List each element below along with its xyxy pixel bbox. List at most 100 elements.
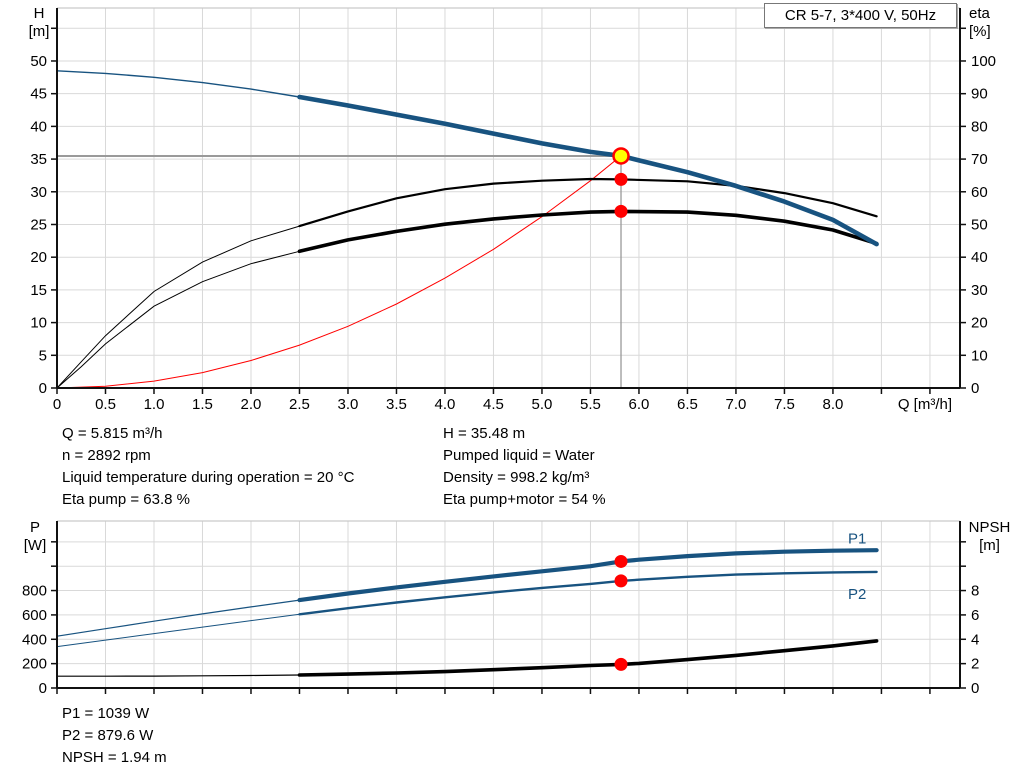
- x-tick-label: 4.0: [435, 396, 456, 413]
- y-right-tick-label: 2: [971, 656, 979, 673]
- y-left-tick-label: 25: [30, 216, 47, 233]
- npsh-axis-unit: [m]: [979, 537, 1000, 554]
- y-right-tick-label: 6: [971, 607, 979, 624]
- eta-pump-curve-thin: [56, 225, 300, 389]
- npsh-curve-thin: [57, 674, 300, 677]
- y-right-tick-label: 80: [971, 118, 988, 135]
- y-right-tick-label: 90: [971, 86, 988, 103]
- y-left-tick-label: 5: [39, 347, 47, 364]
- npsh-axis-name: NPSH: [968, 519, 1011, 536]
- x-tick-label: 6.0: [629, 396, 650, 413]
- x-tick-label: 8.0: [823, 396, 844, 413]
- x-tick-label: 7.0: [726, 396, 747, 413]
- x-tick-label: 2.5: [289, 396, 310, 413]
- eta-pump-curve: [298, 177, 878, 228]
- result-p1: P1 = 1039 W: [62, 705, 150, 722]
- x-tick-label: 5.0: [532, 396, 553, 413]
- result-h: H = 35.48 m: [443, 425, 526, 442]
- x-tick-label: 1.5: [192, 396, 213, 413]
- result-p2: P2 = 879.6 W: [62, 727, 154, 744]
- gridlines: [57, 521, 960, 688]
- result-density: Density = 998.2 kg/m³: [443, 469, 590, 486]
- y-left-tick-label: 0: [39, 680, 47, 697]
- y-left-tick-label: 600: [22, 607, 47, 624]
- y-left-tick-label: 45: [30, 86, 47, 103]
- result-npsh: NPSH = 1.94 m: [62, 749, 167, 766]
- y-left-tick-label: 400: [22, 631, 47, 648]
- p-axis-name: P: [29, 519, 40, 536]
- duty-point-marker[interactable]: [612, 147, 630, 165]
- y-left-tick-label: 200: [22, 656, 47, 673]
- operating-point-marker[interactable]: [614, 574, 628, 588]
- p-axis-unit: [W]: [23, 537, 47, 554]
- p1-curve-thin: [56, 599, 300, 637]
- result-liquid-temp: Liquid temperature during operation = 20…: [62, 469, 355, 486]
- y-left-tick-label: 20: [30, 249, 47, 266]
- y-right-tick-label: 50: [971, 216, 988, 233]
- h-axis-unit: [m]: [28, 23, 50, 40]
- qh-eta-chart[interactable]: 0 5 10 15 20 25 30 35 40 45 50 0 10 20 30 40 50 60 70 80 90 1…: [30, 7, 996, 413]
- x-tick-label: 2.0: [241, 396, 262, 413]
- power-npsh-chart[interactable]: P1 P2 0 200 400 600 800 0 2 4 6 8: [22, 520, 979, 697]
- x-tick-label: 3.5: [386, 396, 407, 413]
- h-axis-name: H: [33, 5, 45, 22]
- tick-labels: 0 5 10 15 20 25 30 35 40 45 50 0 10 20 30 40 50 60 70 80 90 1…: [30, 53, 996, 413]
- operating-point-marker[interactable]: [614, 204, 628, 218]
- eta-axis-name: eta: [969, 5, 990, 22]
- y-right-tick-label: 40: [971, 249, 988, 266]
- y-left-tick-label: 10: [30, 315, 47, 332]
- axes: [56, 8, 961, 389]
- result-pumped-liquid: Pumped liquid = Water: [443, 447, 595, 464]
- x-axis-title: Q [m³/h]: [898, 396, 952, 413]
- y-right-tick-label: 8: [971, 583, 979, 600]
- system-curve-curve-thin: [56, 155, 622, 389]
- eta-pump-motor-curve: [297, 209, 879, 254]
- y-right-tick-label: 0: [971, 380, 979, 397]
- eta-axis-unit: [%]: [969, 23, 991, 40]
- y-left-tick-label: 40: [30, 118, 47, 135]
- result-text-left: Q = 5.815 m³/h n = 2892 rpm Liquid tempe…: [62, 423, 354, 511]
- x-tick-label: 0.5: [95, 396, 116, 413]
- gridlines: [57, 8, 960, 388]
- y-left-tick-label: 0: [39, 380, 47, 397]
- axes: [56, 521, 961, 689]
- qh-curve-curve-thin: [56, 70, 300, 98]
- y-right-tick-label: 60: [971, 184, 988, 201]
- p1-curve: [297, 548, 879, 603]
- y-right-tick-label: 20: [971, 315, 988, 332]
- x-tick-label: 7.5: [774, 396, 795, 413]
- y-left-tick-label: 30: [30, 184, 47, 201]
- result-n: n = 2892 rpm: [62, 447, 151, 464]
- npsh-axis-header: NPSH [m]: [962, 519, 1017, 555]
- eta-axis-header: eta [%]: [969, 5, 1019, 41]
- result-text-right: H = 35.48 m Pumped liquid = Water Densit…: [443, 423, 606, 511]
- tick-marks: [51, 541, 966, 694]
- y-right-tick-label: 30: [971, 282, 988, 299]
- qh-curve-curve: [297, 94, 879, 247]
- y-right-tick-label: 100: [971, 53, 996, 70]
- p2-curve-thin: [56, 613, 300, 648]
- x-tick-label: 4.5: [483, 396, 504, 413]
- x-tick-label: 6.5: [677, 396, 698, 413]
- y-right-tick-label: 0: [971, 680, 979, 697]
- y-left-tick-label: 50: [30, 53, 47, 70]
- operating-point-marker[interactable]: [614, 657, 628, 671]
- x-tick-label: 0: [53, 396, 61, 413]
- y-right-tick-label: 4: [971, 631, 979, 648]
- operating-point-marker[interactable]: [614, 554, 628, 568]
- operating-point-marker[interactable]: [614, 172, 628, 186]
- x-tick-label: 5.5: [580, 396, 601, 413]
- x-tick-label: 3.0: [338, 396, 359, 413]
- y-left-tick-label: 800: [22, 583, 47, 600]
- result-eta-pump-motor: Eta pump+motor = 54 %: [443, 491, 606, 508]
- y-right-tick-label: 70: [971, 151, 988, 168]
- curve-title-box: CR 5-7, 3*400 V, 50Hz: [764, 3, 957, 28]
- result-q: Q = 5.815 m³/h: [62, 425, 163, 442]
- p2-curve: [298, 570, 878, 616]
- tick-marks: [51, 27, 966, 394]
- result-text-bottom: P1 = 1039 W P2 = 879.6 W NPSH = 1.94 m: [62, 703, 167, 769]
- tick-labels: 0 200 400 600 800 0 2 4 6 8: [22, 583, 979, 697]
- eta-pump-motor-curve-thin: [56, 250, 300, 389]
